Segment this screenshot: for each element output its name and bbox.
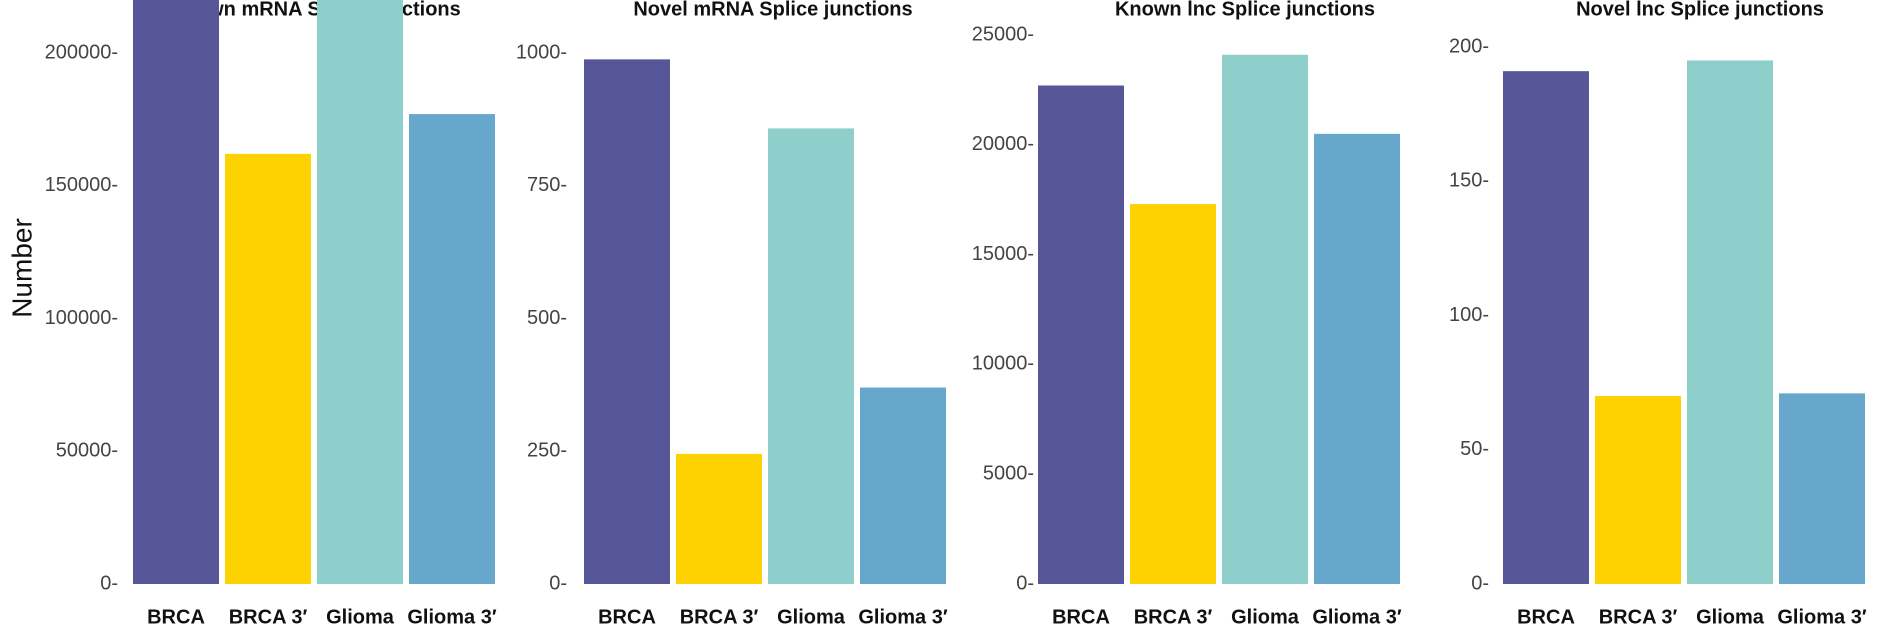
x-category-label: BRCA 3′ bbox=[229, 606, 308, 627]
chart-panel-3: Known lnc Splice junctions 0- 5000- 10000- 1… bbox=[972, 0, 1402, 627]
y-tick-label: 200000- bbox=[45, 41, 118, 63]
y-tick-label: 150- bbox=[1449, 170, 1489, 192]
y-tick-label: 20000- bbox=[972, 133, 1034, 155]
y-tick-label: 0- bbox=[549, 572, 567, 594]
y-tick-label: 150000- bbox=[45, 174, 118, 196]
y-tick-label: 100000- bbox=[45, 307, 118, 329]
x-category-label: Glioma bbox=[777, 606, 846, 627]
bar-brca bbox=[1038, 85, 1124, 585]
y-tick-label: 0- bbox=[100, 572, 118, 594]
bar-glioma bbox=[1687, 60, 1773, 585]
y-axis-title: Number bbox=[6, 218, 37, 318]
y-tick-label: 200- bbox=[1449, 35, 1489, 57]
x-category-label: Glioma 3′ bbox=[407, 606, 496, 627]
x-category-label: Glioma 3′ bbox=[858, 606, 947, 627]
x-category-label: Glioma 3′ bbox=[1777, 606, 1866, 627]
y-tick-label: 500- bbox=[527, 307, 567, 329]
y-tick-label: 10000- bbox=[972, 353, 1034, 375]
y-tick-label: 50- bbox=[1460, 438, 1489, 460]
x-category-label: Glioma bbox=[326, 606, 395, 627]
y-tick-label: 100- bbox=[1449, 304, 1489, 326]
bar-glioma bbox=[1222, 54, 1308, 585]
bar-brca bbox=[584, 59, 670, 584]
y-tick-label: 1000- bbox=[516, 41, 567, 63]
x-category-label: Glioma bbox=[1696, 606, 1765, 627]
y-tick-label: 0- bbox=[1471, 572, 1489, 594]
bar-brca-3 bbox=[676, 453, 762, 584]
y-tick-label: 750- bbox=[527, 174, 567, 196]
y-tick-label: 250- bbox=[527, 440, 567, 462]
x-category-label: BRCA bbox=[1517, 606, 1575, 627]
chart-panel-1: Known mRNA Splice junctions0-50000-10000… bbox=[45, 0, 497, 627]
bar-glioma bbox=[768, 128, 854, 585]
chart-panel-2: Novel mRNA Splice junctions 0- 250- 500- 750… bbox=[516, 0, 948, 627]
bar-glioma bbox=[317, 0, 403, 585]
bar-glioma-3 bbox=[1779, 393, 1865, 584]
x-category-label: BRCA 3′ bbox=[1599, 606, 1678, 627]
x-category-label: BRCA bbox=[147, 606, 205, 627]
y-tick-label: 15000- bbox=[972, 243, 1034, 265]
chart-panel-4: Novel lnc Splice junctions 0- 50- 100- 150- 2… bbox=[1449, 0, 1867, 627]
x-category-label: BRCA 3′ bbox=[680, 606, 759, 627]
chart-panels: Known mRNA Splice junctions0-50000-10000… bbox=[45, 0, 1867, 627]
x-category-label: BRCA bbox=[1052, 606, 1110, 627]
x-category-label: Glioma bbox=[1231, 606, 1300, 627]
bar-glioma-3 bbox=[409, 114, 495, 584]
chart-title: Novel lnc Splice junctions bbox=[1576, 0, 1824, 20]
y-tick-label: 5000- bbox=[983, 462, 1034, 484]
bar-brca bbox=[1503, 71, 1589, 585]
bar-glioma-3 bbox=[860, 387, 946, 584]
chart-title: Novel mRNA Splice junctions bbox=[633, 0, 912, 20]
y-tick-label: 50000- bbox=[56, 440, 118, 462]
x-category-label: Glioma 3′ bbox=[1312, 606, 1401, 627]
bar-brca-3 bbox=[225, 153, 311, 584]
chart-title: Known lnc Splice junctions bbox=[1115, 0, 1375, 20]
bar-brca bbox=[133, 0, 219, 584]
x-category-label: BRCA bbox=[598, 606, 656, 627]
y-tick-label: 0- bbox=[1016, 572, 1034, 594]
y-tick-label: 25000- bbox=[972, 23, 1034, 45]
bar-brca-3 bbox=[1595, 396, 1681, 584]
x-category-label: BRCA 3′ bbox=[1134, 606, 1213, 627]
bar-brca-3 bbox=[1130, 204, 1216, 585]
bar-glioma-3 bbox=[1314, 133, 1400, 584]
